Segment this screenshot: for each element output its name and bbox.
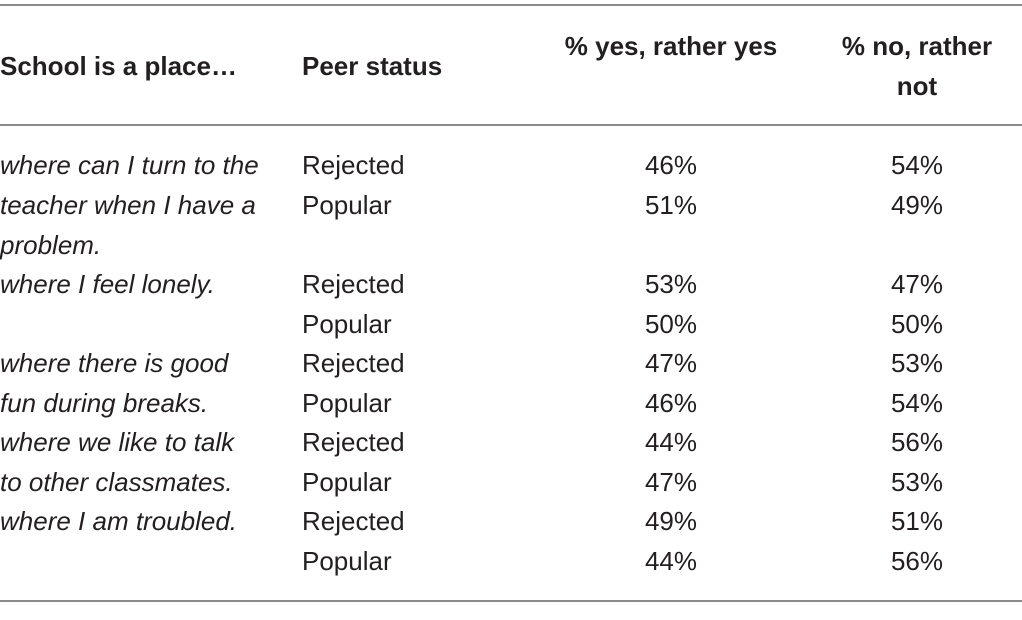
row-yes-percent: 49% xyxy=(644,506,698,536)
row-yes-percent: 44% xyxy=(644,427,698,457)
header-school-is-a-place: School is a place… xyxy=(0,51,237,81)
row-status: Popular xyxy=(302,309,392,339)
row-no-percent: 56% xyxy=(890,546,944,576)
row-yes-percent: 47% xyxy=(644,467,698,497)
row-status: Popular xyxy=(302,546,392,576)
item-feel-lonely: where I feel lonely. xyxy=(0,269,215,299)
row-status: Popular xyxy=(302,467,392,497)
row-no-percent: 50% xyxy=(890,309,944,339)
row-status: Popular xyxy=(302,190,392,220)
item-turn-to-teacher: where can I turn to the teacher when I h… xyxy=(0,150,259,260)
row-yes-percent: 53% xyxy=(644,269,698,299)
item-talk-to-classmates: where we like to talk to other classmate… xyxy=(0,427,235,497)
row-status: Rejected xyxy=(302,150,405,180)
table-top-rule xyxy=(0,4,1022,6)
table-header-rule xyxy=(0,124,1022,126)
item-good-fun-breaks: where there is good fun during breaks. xyxy=(0,348,229,418)
row-status: Rejected xyxy=(302,427,405,457)
row-no-percent: 56% xyxy=(890,427,944,457)
row-yes-percent: 46% xyxy=(644,150,698,180)
row-no-percent: 51% xyxy=(890,506,944,536)
header-peer-status: Peer status xyxy=(302,51,443,81)
row-status: Rejected xyxy=(302,269,405,299)
row-yes-percent: 51% xyxy=(644,190,698,220)
row-yes-percent: 47% xyxy=(644,348,698,378)
header-percent-no: % no, rather not xyxy=(841,31,993,101)
row-no-percent: 47% xyxy=(890,269,944,299)
row-status: Popular xyxy=(302,388,392,418)
row-yes-percent: 46% xyxy=(644,388,698,418)
table-bottom-rule xyxy=(0,600,1022,602)
row-no-percent: 54% xyxy=(890,388,944,418)
row-no-percent: 54% xyxy=(890,150,944,180)
item-troubled: where I am troubled. xyxy=(0,506,238,536)
header-percent-yes: % yes, rather yes xyxy=(564,31,778,61)
row-yes-percent: 44% xyxy=(644,546,698,576)
row-no-percent: 53% xyxy=(890,467,944,497)
row-no-percent: 53% xyxy=(890,348,944,378)
row-status: Rejected xyxy=(302,506,405,536)
row-no-percent: 49% xyxy=(890,190,944,220)
row-status: Rejected xyxy=(302,348,405,378)
row-yes-percent: 50% xyxy=(644,309,698,339)
